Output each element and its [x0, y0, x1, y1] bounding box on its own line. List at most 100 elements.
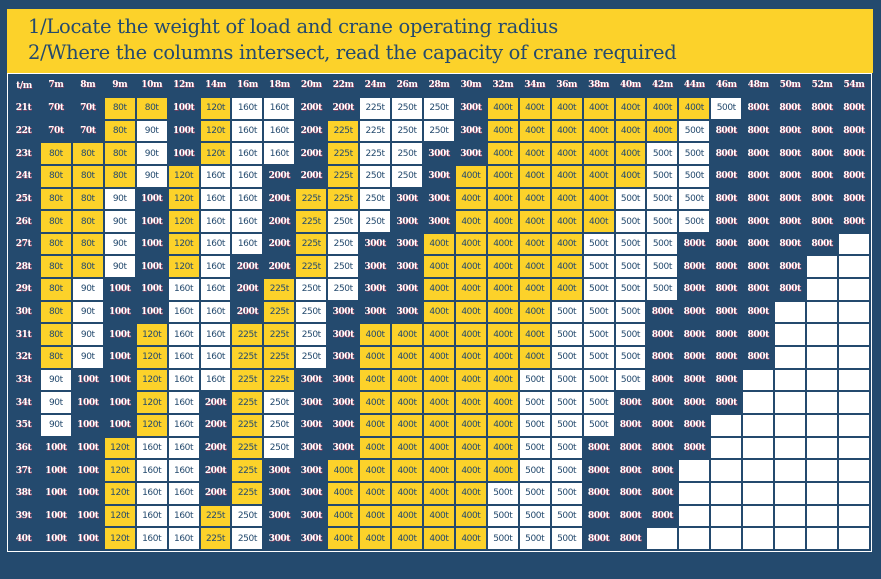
- empty-cell: [805, 458, 839, 483]
- capacity-cell: 500t: [645, 209, 680, 234]
- column-header: 20m: [300, 80, 322, 90]
- capacity-cell: 400t: [421, 503, 456, 529]
- table-row: 23t 80t 80t 80t 90t 100t 120t 160t 160t 200t 225t 2…: [8, 141, 872, 166]
- capacity-cell: 500t: [677, 209, 712, 234]
- capacity-cell: 800t: [677, 435, 712, 461]
- capacity-cell: 200t: [262, 163, 297, 189]
- capacity-cell: 800t: [709, 390, 744, 415]
- capacity-cell: 250t: [326, 277, 361, 302]
- capacity-cell: 500t: [549, 412, 584, 438]
- empty-cell: [741, 526, 776, 551]
- capacity-cell: 400t: [421, 435, 456, 461]
- capacity-cell: 225t: [262, 322, 297, 348]
- column-header: 26m: [396, 80, 418, 90]
- capacity-cell: 400t: [549, 96, 584, 121]
- capacity-cell: 400t: [485, 458, 520, 483]
- table-row: 38t 100t 100t 120t 160t 160t 200t 225t 300t 300t 4…: [8, 480, 872, 506]
- capacity-cell: 225t: [358, 118, 393, 144]
- capacity-cell: 500t: [613, 322, 648, 348]
- column-header: 48m: [747, 80, 769, 90]
- row-header-load: 40t: [15, 533, 32, 544]
- capacity-cell: 225t: [230, 367, 265, 393]
- capacity-cell: 800t: [741, 345, 776, 370]
- capacity-cell: 800t: [709, 141, 744, 166]
- capacity-cell: 500t: [549, 458, 584, 483]
- capacity-cell: 800t: [677, 231, 712, 257]
- empty-cell: [741, 412, 776, 438]
- capacity-cell: 400t: [485, 412, 520, 438]
- capacity-cell: 100t: [134, 254, 169, 280]
- capacity-cell: 200t: [198, 435, 233, 461]
- capacity-cell: 300t: [390, 231, 424, 257]
- capacity-cell: 400t: [453, 299, 488, 325]
- capacity-cell: 400t: [453, 231, 488, 257]
- table-row: 29t 80t 90t 100t 100t 160t 160t 200t 225t 250t 250…: [8, 277, 872, 302]
- capacity-cell: 160t: [166, 277, 201, 302]
- capacity-cell: 500t: [613, 209, 648, 234]
- column-header: 18m: [268, 80, 290, 90]
- capacity-cell: 80t: [134, 96, 169, 121]
- capacity-cell: 800t: [773, 277, 808, 302]
- empty-cell: [836, 299, 872, 325]
- capacity-cell: 250t: [294, 345, 329, 370]
- capacity-cell: 225t: [294, 231, 329, 257]
- capacity-cell: 300t: [390, 209, 424, 234]
- capacity-cell: 400t: [485, 254, 520, 280]
- capacity-cell: 250t: [294, 299, 329, 325]
- capacity-cell: 800t: [741, 254, 776, 280]
- capacity-cell: 80t: [38, 163, 73, 189]
- capacity-cell: 90t: [70, 322, 105, 348]
- capacity-cell: 800t: [645, 458, 680, 483]
- capacity-cell: 400t: [421, 526, 456, 551]
- capacity-cell: 225t: [326, 141, 361, 166]
- capacity-cell: 500t: [517, 526, 552, 551]
- column-header: 9m: [112, 80, 128, 90]
- capacity-cell: 400t: [326, 480, 361, 506]
- capacity-cell: 400t: [421, 345, 456, 370]
- empty-cell: [836, 390, 872, 415]
- crane-capacity-table: t/m 7m 8m 9m 10m 12m 14m 16m 18m 20m 22m 24m 26m 28m…: [8, 74, 872, 551]
- capacity-cell: 250t: [390, 118, 424, 144]
- instruction-step-2: 2/Where the columns intersect, read the …: [28, 41, 677, 64]
- capacity-cell: 90t: [38, 412, 73, 438]
- capacity-cell: 160t: [198, 367, 233, 393]
- capacity-cell: 400t: [485, 231, 520, 257]
- empty-cell: [773, 503, 808, 529]
- column-header: 54m: [843, 80, 865, 90]
- capacity-cell: 400t: [517, 299, 552, 325]
- capacity-cell: 80t: [102, 141, 137, 166]
- empty-cell: [773, 299, 808, 325]
- capacity-cell: 500t: [517, 390, 552, 415]
- capacity-cell: 160t: [230, 118, 265, 144]
- capacity-cell: 800t: [709, 254, 744, 280]
- capacity-cell: 500t: [517, 412, 552, 438]
- capacity-cell: 160t: [166, 412, 201, 438]
- capacity-cell: 400t: [485, 345, 520, 370]
- capacity-cell: 250t: [358, 209, 393, 234]
- capacity-cell: 800t: [805, 209, 839, 234]
- empty-cell: [805, 322, 839, 348]
- empty-cell: [836, 322, 872, 348]
- capacity-cell: 100t: [70, 458, 105, 483]
- capacity-cell: 400t: [517, 345, 552, 370]
- capacity-cell: 200t: [230, 299, 265, 325]
- capacity-cell: 200t: [294, 163, 329, 189]
- capacity-cell: 225t: [262, 367, 297, 393]
- capacity-cell: 160t: [134, 458, 169, 483]
- capacity-cell: 225t: [326, 186, 361, 212]
- row-header-load: 30t: [15, 307, 32, 318]
- capacity-cell: 250t: [230, 526, 265, 551]
- capacity-cell: 250t: [358, 186, 393, 212]
- row-header-load: 31t: [15, 329, 32, 340]
- column-header: 44m: [683, 80, 705, 90]
- capacity-cell: 80t: [38, 209, 73, 234]
- capacity-cell: 100t: [102, 277, 137, 302]
- capacity-cell: 800t: [613, 480, 648, 506]
- capacity-cell: 400t: [485, 96, 520, 121]
- capacity-cell: 120t: [166, 254, 201, 280]
- empty-cell: [805, 367, 839, 393]
- capacity-cell: 100t: [102, 299, 137, 325]
- capacity-cell: 500t: [517, 503, 552, 529]
- capacity-cell: 800t: [741, 231, 776, 257]
- capacity-cell: 800t: [741, 141, 776, 166]
